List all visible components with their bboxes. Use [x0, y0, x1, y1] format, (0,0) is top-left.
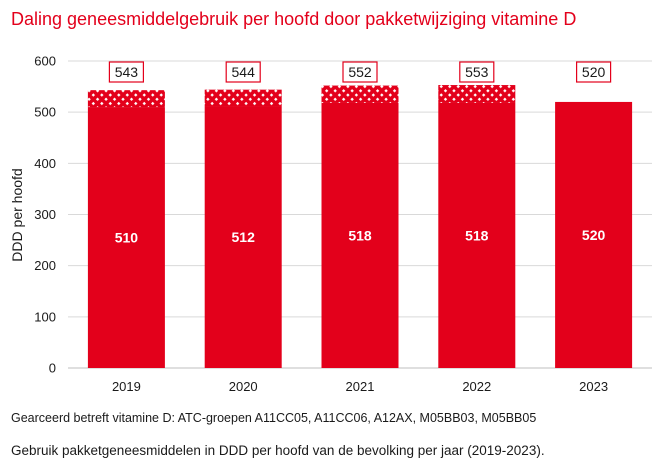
y-tick-label-200: 200 [34, 258, 56, 273]
bar-2022-vitamine-d [438, 85, 516, 103]
bar-2022-base [438, 102, 516, 368]
total-label-2022: 553 [465, 64, 489, 80]
y-tick-label-500: 500 [34, 105, 56, 120]
bar-2023-base [555, 101, 633, 368]
bar-2021-base [321, 102, 399, 368]
caption: Gebruik pakketgeneesmiddelen in DDD per … [11, 443, 545, 458]
x-tick-label-2019: 2019 [112, 379, 141, 394]
total-label-2021: 552 [348, 64, 372, 80]
y-tick-label-0: 0 [49, 361, 56, 376]
total-box-2021 [342, 61, 378, 83]
chart-title: Daling geneesmiddelgebruik per hoofd doo… [11, 9, 577, 29]
bars: 510 543 512 544 518 552 518 553 520 520 [87, 61, 633, 369]
y-tick-label-100: 100 [34, 309, 56, 324]
total-box-2022 [459, 61, 495, 83]
y-tick-label-300: 300 [34, 207, 56, 222]
total-box-2023 [575, 61, 612, 83]
y-tick-label-600: 600 [34, 54, 56, 69]
x-tick-label-2020: 2020 [229, 379, 258, 394]
bar-value-label-2022: 518 [465, 227, 489, 243]
bar-2019-vitamine-d [87, 90, 165, 108]
total-box-2020 [225, 61, 261, 83]
x-tick-label-2023: 2023 [579, 379, 608, 394]
bar-2020-vitamine-d [204, 89, 282, 107]
x-axis-ticks: 2019 2020 2021 2022 2023 [112, 379, 608, 394]
footnote: Gearceerd betreft vitamine D: ATC-groepe… [11, 411, 537, 425]
bar-2021-vitamine-d [321, 85, 399, 103]
x-tick-label-2022: 2022 [462, 379, 491, 394]
bar-value-label-2023: 520 [582, 227, 606, 243]
y-axis-ticks: 0 100 200 300 400 500 600 [34, 54, 56, 376]
bar-value-label-2020: 512 [232, 229, 256, 245]
bar-2019-base [87, 107, 165, 369]
total-label-2020: 544 [232, 64, 256, 80]
bar-value-label-2021: 518 [348, 227, 372, 243]
bar-2020-base [204, 106, 282, 368]
y-axis-label: DDD per hoofd [9, 168, 25, 261]
total-label-2023: 520 [582, 64, 606, 80]
total-label-2019: 543 [115, 64, 139, 80]
total-box-2019 [108, 61, 145, 83]
x-tick-label-2021: 2021 [346, 379, 375, 394]
bar-value-label-2019: 510 [115, 230, 139, 246]
y-tick-label-400: 400 [34, 156, 56, 171]
